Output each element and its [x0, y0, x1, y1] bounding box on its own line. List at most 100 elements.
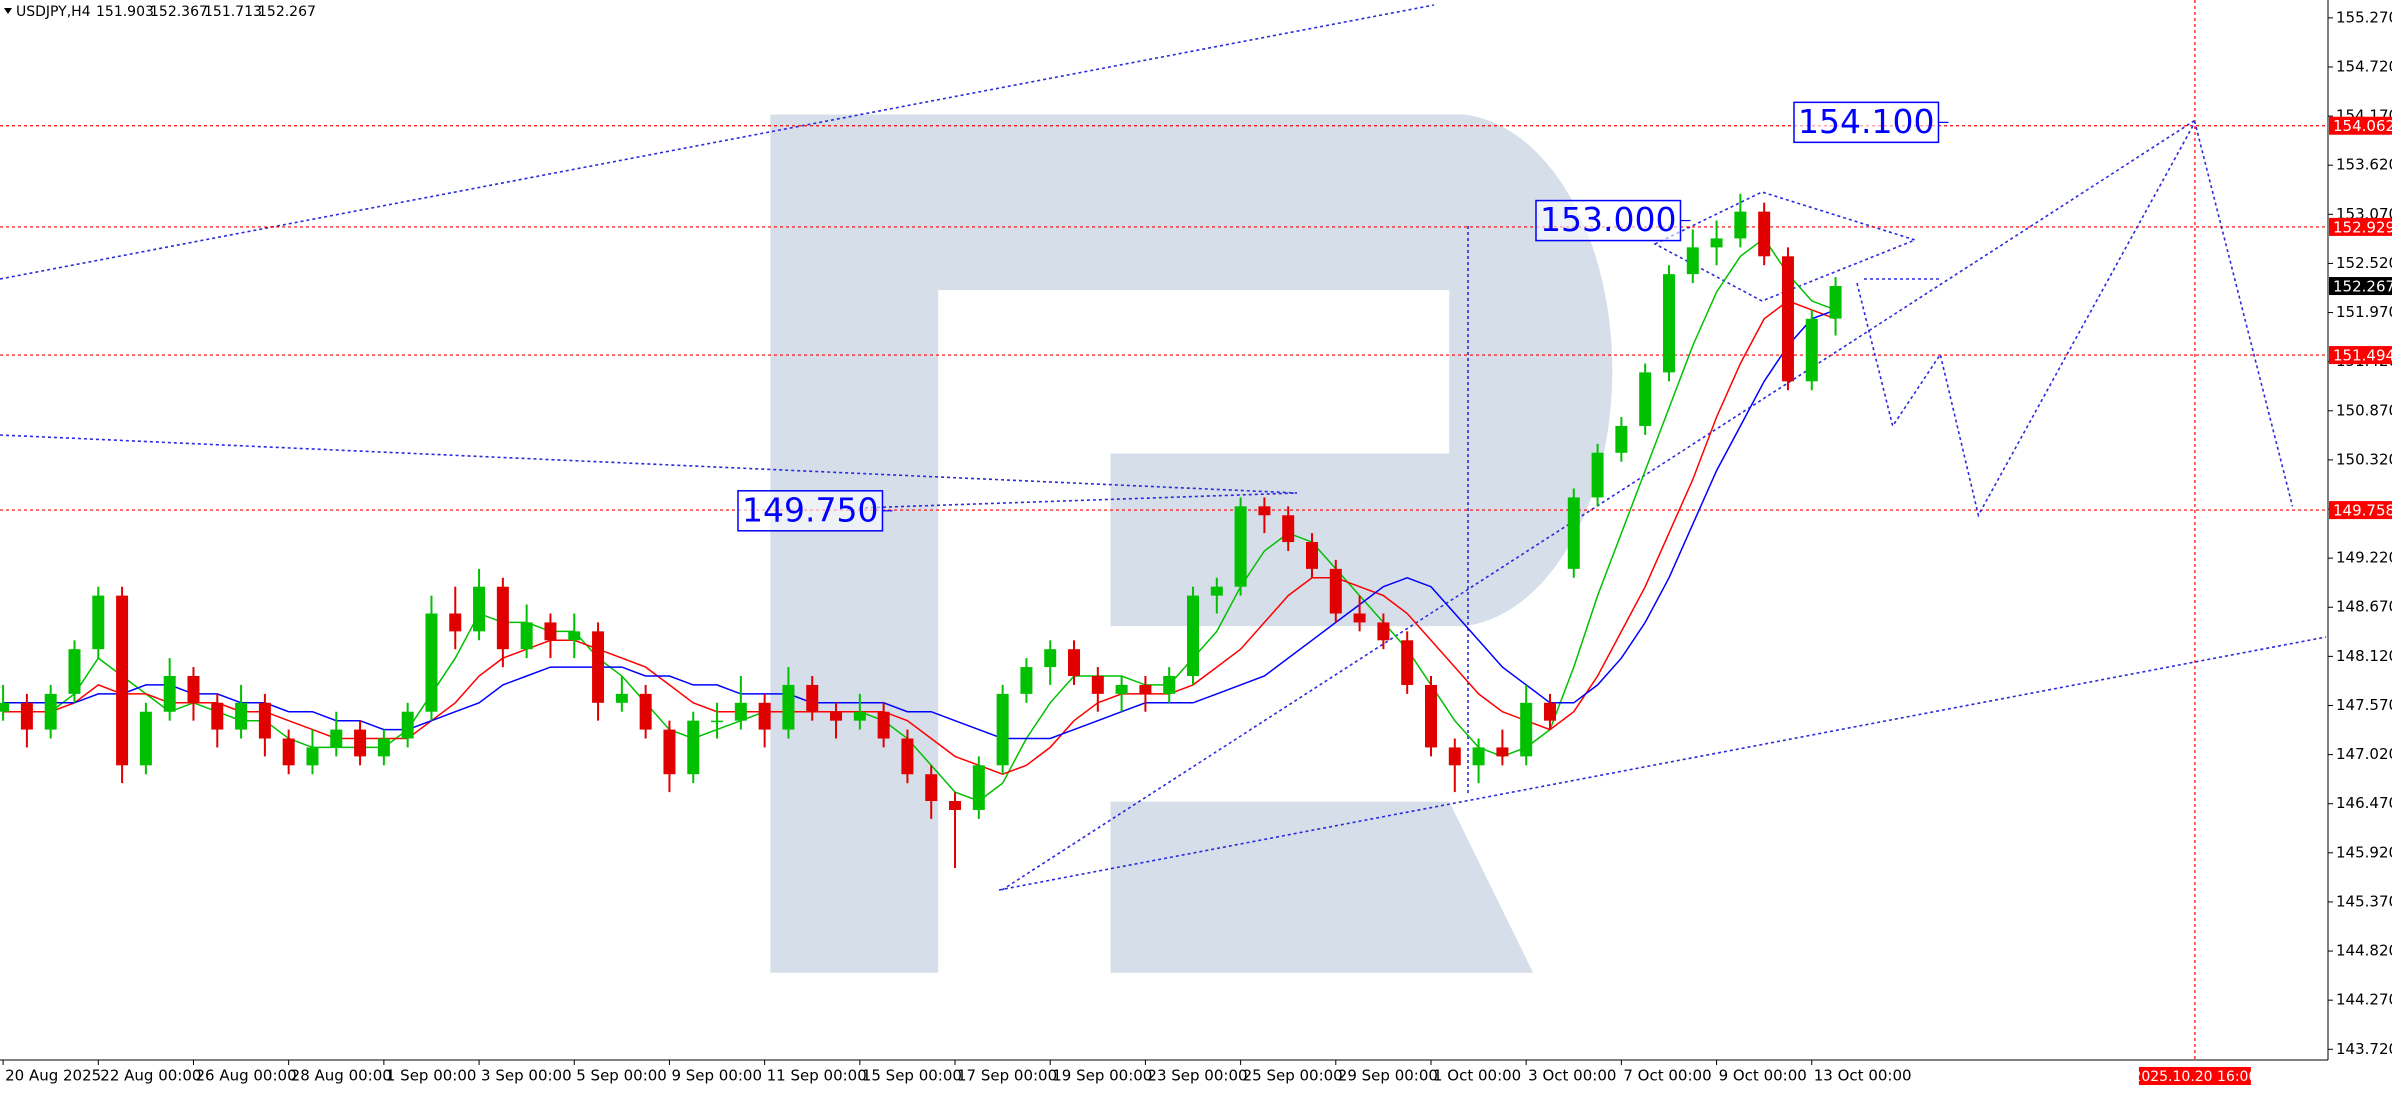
candle-body [163, 676, 176, 712]
candle-body [1472, 747, 1485, 766]
menu-arrow [4, 8, 12, 14]
candle-body [830, 711, 843, 721]
x-tick-label: 3 Sep 00:00 [481, 1067, 572, 1085]
drawings [0, 4, 2327, 891]
forecast-path [1856, 120, 2294, 518]
x-tick-label: 9 Sep 00:00 [671, 1067, 762, 1085]
candle-body [782, 684, 795, 730]
candle-body [901, 738, 914, 775]
candle-body [949, 801, 962, 810]
level-tag [2329, 116, 2392, 135]
y-tick-label: 148.670 [2336, 598, 2392, 616]
candle-body [639, 693, 652, 730]
candle-body [1448, 747, 1461, 766]
x-tick-label: 20 Aug 2025 [5, 1067, 101, 1085]
candle-body [1424, 684, 1437, 748]
logo-bowl [938, 114, 1613, 627]
candle-body [1163, 676, 1176, 694]
candle-body [1543, 702, 1556, 721]
candle-body [1353, 613, 1366, 623]
price-tag-label: 152.267 [2333, 278, 2392, 296]
candle-body [1781, 256, 1794, 382]
y-tick-label: 144.270 [2336, 991, 2392, 1009]
x-tick-label: 28 Aug 00:00 [291, 1067, 392, 1085]
candle-body [687, 720, 700, 775]
x-tick-label: 19 Sep 00:00 [1052, 1067, 1152, 1085]
x-tick-label: 29 Sep 00:00 [1338, 1067, 1438, 1085]
candle-body [806, 684, 819, 712]
annotation-label: 154.100 [1798, 102, 1934, 141]
candle-body [1282, 515, 1295, 543]
x-tick-label: 23 Sep 00:00 [1147, 1067, 1247, 1085]
y-tick-label: 153.620 [2336, 156, 2392, 174]
trend-line [858, 492, 1298, 509]
x-tick-label: 1 Oct 00:00 [1433, 1067, 1521, 1085]
candle-body [1805, 318, 1818, 382]
candle-body [68, 649, 81, 694]
y-tick-label: 146.470 [2336, 794, 2392, 812]
candle-body [1686, 247, 1699, 275]
close-price: 152.267 [258, 4, 316, 20]
y-tick-label: 148.120 [2336, 647, 2392, 665]
candle-body [663, 729, 676, 775]
annotation-label: 149.750 [742, 490, 878, 529]
level-tag-label: 154.062 [2333, 117, 2392, 135]
candle-body [0, 702, 10, 712]
axes: 155.270154.720154.170153.620153.070152.5… [2, 8, 2392, 1085]
candle-body [568, 631, 581, 641]
candle-body [1115, 684, 1128, 694]
candle-body [1068, 649, 1081, 677]
candle-body [1758, 211, 1771, 257]
candle-body [1591, 452, 1604, 498]
y-tick-label: 145.920 [2336, 843, 2392, 861]
level-tag [2329, 501, 2392, 520]
candle-body [615, 693, 628, 703]
candle-body [1258, 506, 1271, 516]
x-tick-label: 5 Sep 00:00 [576, 1067, 667, 1085]
candle-body [1044, 649, 1057, 668]
candle-body [925, 774, 938, 802]
moving-average [3, 309, 1836, 740]
candle-body [734, 702, 747, 721]
time-marker-tag [2138, 1067, 2251, 1085]
candle-body [1210, 586, 1223, 596]
candle-body [139, 711, 152, 766]
y-tick-label: 149.220 [2336, 549, 2392, 567]
y-tick-label: 145.370 [2336, 892, 2392, 910]
annotation-box [1535, 199, 1682, 242]
annotation-box [1793, 101, 1940, 144]
symbol: USDJPY,H4 [16, 4, 91, 20]
candle-body [1829, 286, 1842, 319]
candle-body [1615, 425, 1628, 453]
candle-body [330, 729, 343, 748]
level-tag [2329, 346, 2392, 365]
x-tick-label: 26 Aug 00:00 [195, 1067, 296, 1085]
open-price: 151.903 [96, 4, 154, 20]
y-tick-label: 147.570 [2336, 696, 2392, 714]
candle-body [354, 729, 367, 757]
y-tick-label: 152.520 [2336, 254, 2392, 272]
candle-body [1329, 568, 1342, 614]
x-tick-label: 15 Sep 00:00 [862, 1067, 962, 1085]
triangle [1653, 191, 1918, 302]
candle-body [592, 631, 605, 703]
x-tick-label: 13 Oct 00:00 [1814, 1067, 1912, 1085]
candle-body [306, 747, 319, 766]
candle-body [449, 613, 462, 632]
candle-body [1091, 676, 1104, 694]
y-tick-label: 147.020 [2336, 745, 2392, 763]
time-axis-panel [0, 1060, 2392, 1090]
candle-body [972, 765, 985, 810]
candle-body [92, 595, 105, 650]
low-price: 151.713 [204, 4, 262, 20]
y-tick-label: 155.270 [2336, 8, 2392, 26]
annotation-box [737, 490, 884, 532]
plot: 154.100 153.000 149.750 [0, 0, 2328, 1060]
candle-body [1662, 274, 1675, 373]
candle-body [425, 613, 438, 712]
candle-body [401, 711, 414, 739]
x-tick-label: 17 Sep 00:00 [957, 1067, 1057, 1085]
x-tick-label: 3 Oct 00:00 [1528, 1067, 1616, 1085]
x-tick-label: 25 Sep 00:00 [1243, 1067, 1343, 1085]
candle-body [711, 720, 724, 723]
